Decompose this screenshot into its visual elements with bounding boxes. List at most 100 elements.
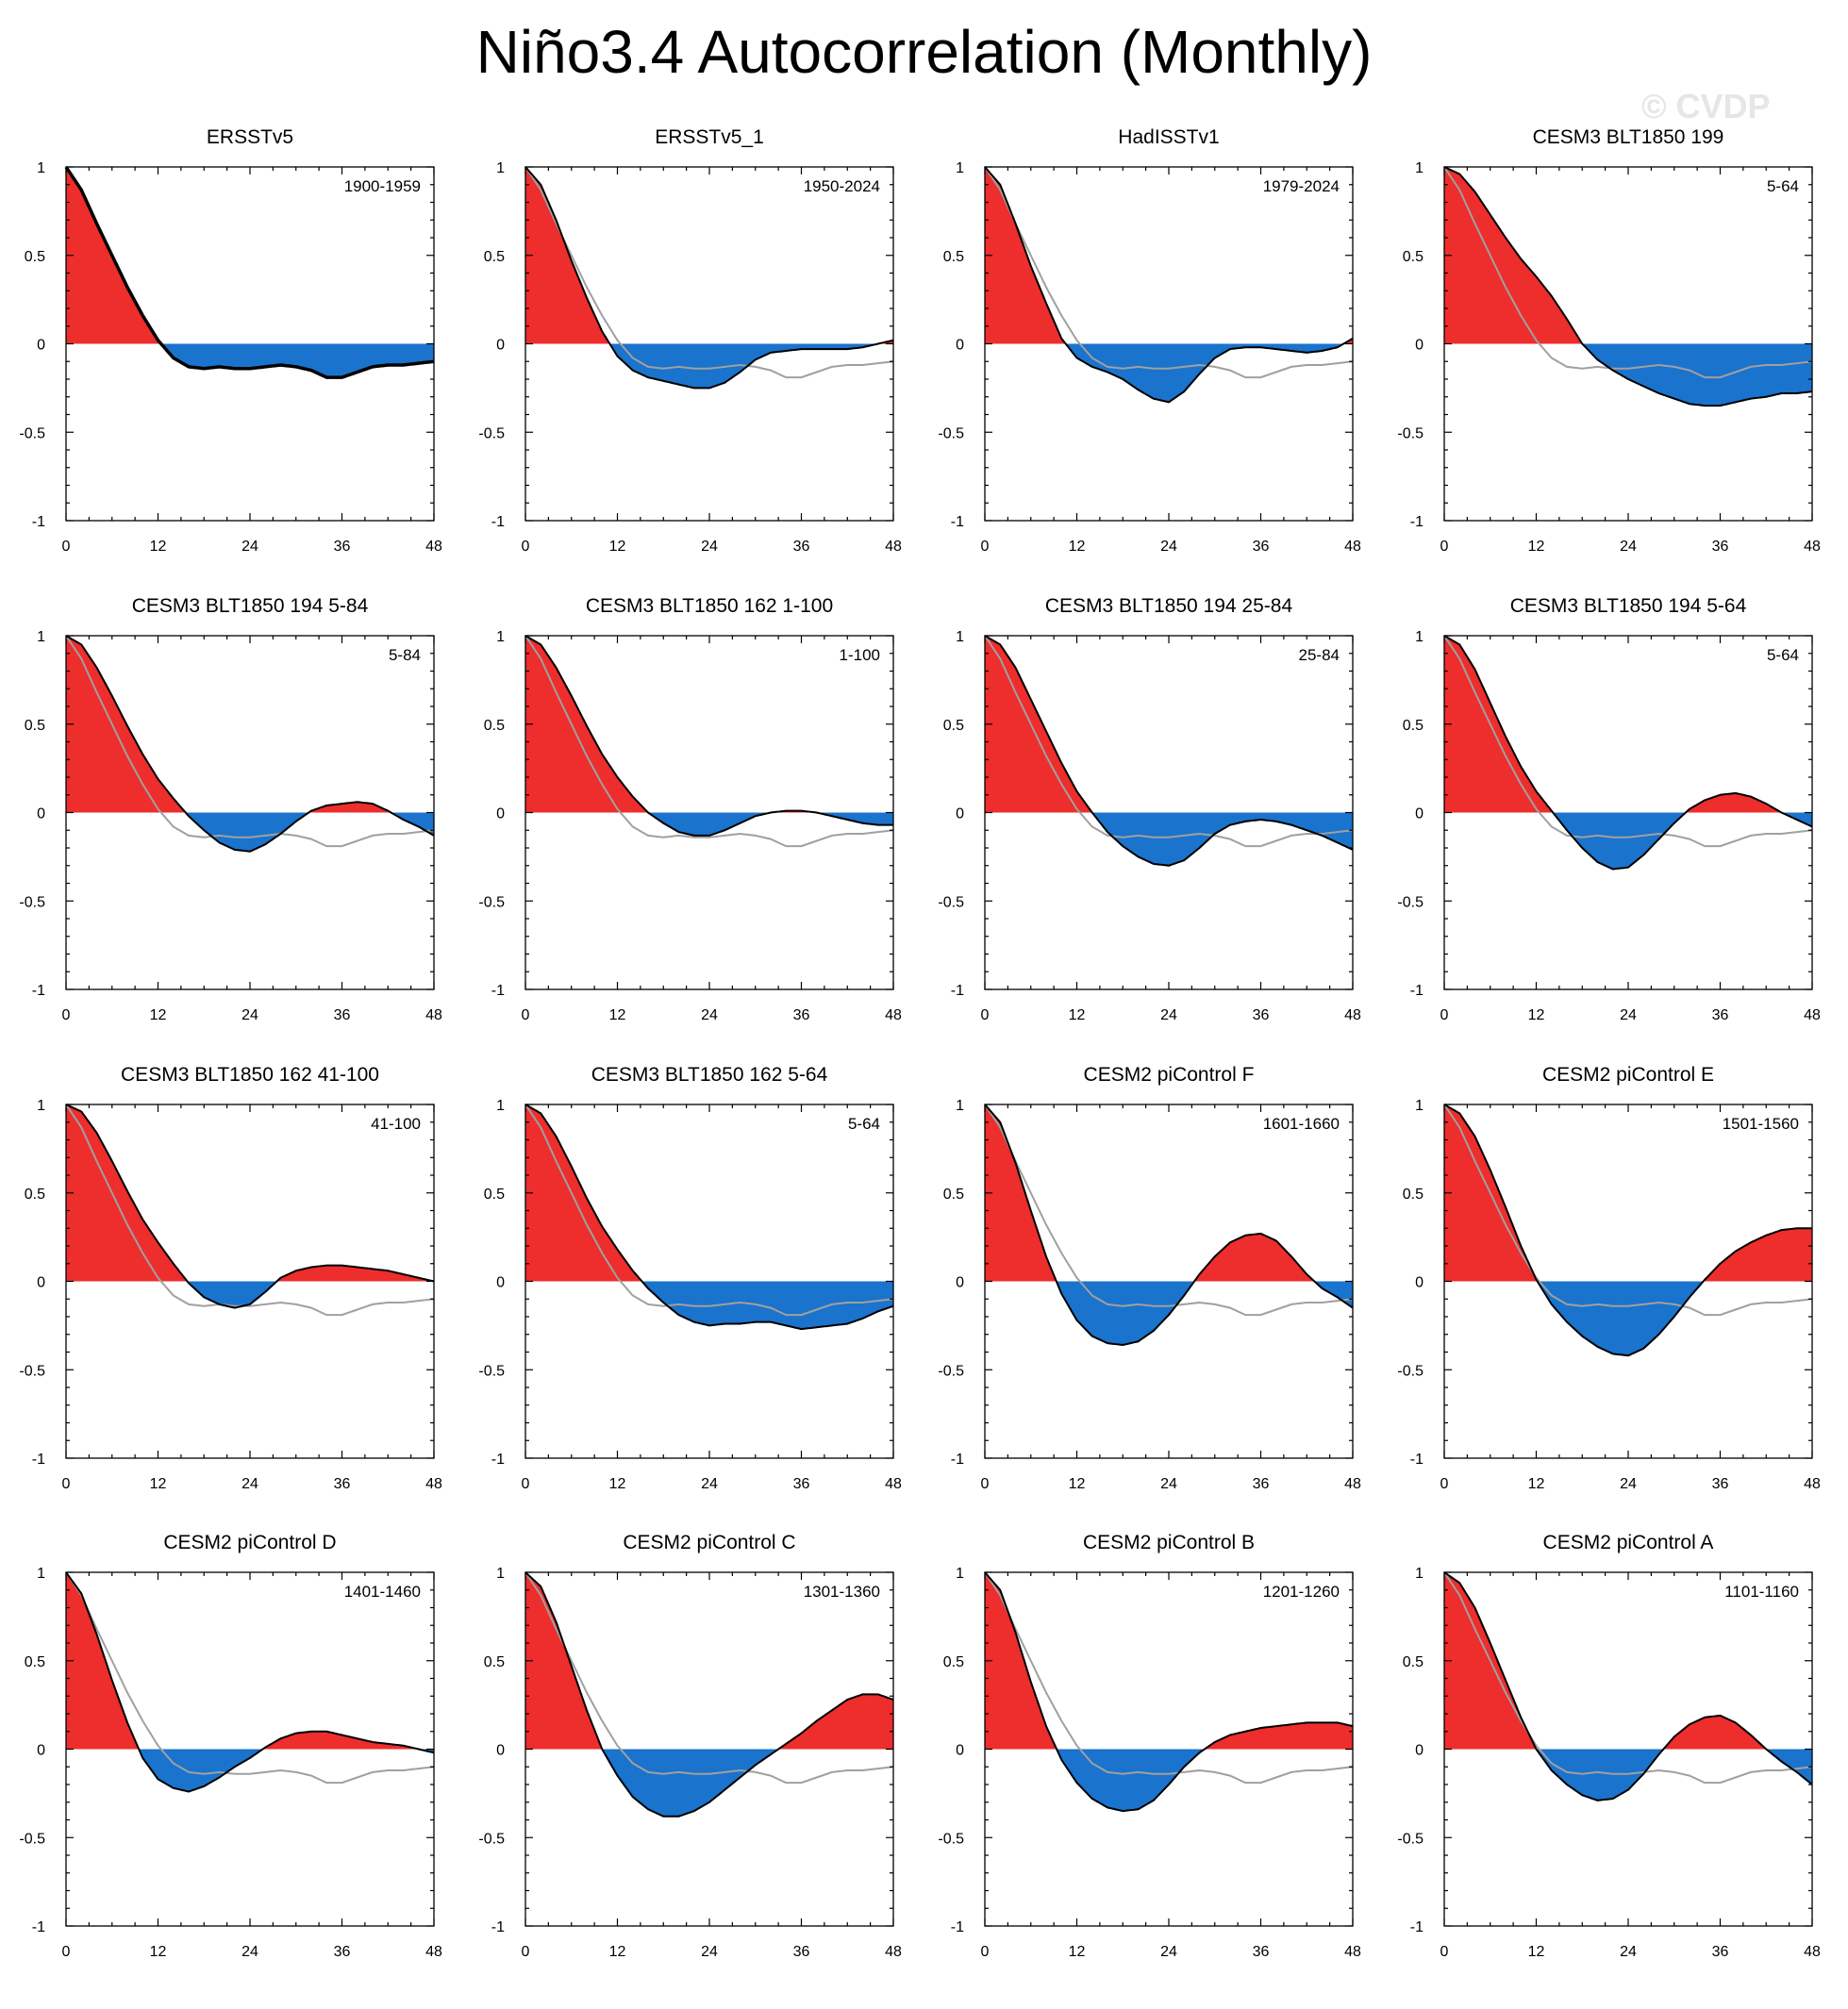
panel-title: CESM3 BLT1850 162 5-64: [591, 1064, 828, 1086]
panel-16: 0 12 24 36 48 1 0.5 0 -0.5 -1 CESM2 piControl A 110…: [1397, 1532, 1821, 1960]
panel-period: 1601-1660: [1263, 1115, 1340, 1133]
y-tick-label: 1: [1415, 629, 1423, 645]
reference-line: [1443, 1104, 1813, 1317]
y-tick-label: 0.5: [25, 249, 45, 265]
x-tick-label: 48: [425, 539, 442, 555]
y-tick-label: 1: [956, 1098, 964, 1114]
x-tick-label: 24: [241, 539, 258, 555]
y-tick-label: -1: [951, 1919, 964, 1935]
panel-period: 1900-1959: [344, 177, 421, 195]
panel-11: 0 12 24 36 48 1 0.5 0 -0.5 -1 CESM2 piControl F 160…: [938, 1064, 1361, 1492]
x-tick-label: 48: [1344, 1007, 1361, 1023]
series-line: [1443, 166, 1813, 407]
panel-14: 0 12 24 36 48 1 0.5 0 -0.5 -1 CESM2 piControl C 130…: [478, 1532, 902, 1960]
y-tick-label: -1: [1410, 1919, 1423, 1935]
panel-title: CESM2 piControl A: [1543, 1532, 1714, 1553]
x-tick-label: 36: [793, 1476, 810, 1492]
panel-period: 1979-2024: [1263, 177, 1340, 195]
positive-fill: [525, 636, 893, 813]
y-tick-label: 0: [496, 338, 505, 354]
y-tick-label: 0.5: [1403, 1654, 1423, 1670]
x-tick-label: 48: [1344, 539, 1361, 555]
x-tick-label: 0: [522, 539, 530, 555]
panel-4: 0 12 24 36 48 1 0.5 0 -0.5 -1 CESM3 BLT1850 199 5-6…: [1397, 126, 1821, 555]
x-tick-label: 48: [885, 1007, 902, 1023]
y-tick-label: -0.5: [1397, 894, 1423, 910]
positive-fill: [985, 1572, 1353, 1750]
positive-fill: [66, 1572, 434, 1750]
panel-period: 5-64: [1767, 646, 1799, 664]
x-tick-label: 24: [701, 1476, 718, 1492]
series-line: [984, 1571, 1354, 1813]
x-tick-label: 12: [609, 1007, 626, 1023]
x-tick-label: 0: [62, 539, 71, 555]
negative-fill: [985, 812, 1353, 866]
x-tick-label: 48: [885, 1944, 902, 1960]
y-tick-label: 0: [1415, 338, 1423, 354]
panel-2: 0 12 24 36 48 1 0.5 0 -0.5 -1 ERSSTv5_1 1950-2024: [478, 126, 902, 555]
panel-period: 5-64: [848, 1115, 880, 1133]
y-tick-label: -0.5: [478, 1831, 505, 1847]
panel-title: CESM2 piControl E: [1542, 1064, 1714, 1086]
panel-period: 41-100: [371, 1115, 421, 1133]
y-tick-label: 1: [37, 1098, 45, 1114]
x-tick-label: 36: [1712, 539, 1729, 555]
y-tick-label: -0.5: [19, 894, 45, 910]
x-tick-label: 12: [609, 539, 626, 555]
reference-line: [65, 1104, 435, 1317]
x-tick-label: 12: [1069, 1476, 1086, 1492]
y-tick-label: 0.5: [943, 1187, 964, 1203]
positive-fill: [985, 636, 1353, 813]
y-tick-label: 0: [37, 338, 45, 354]
x-tick-label: 36: [1712, 1007, 1729, 1023]
x-tick-label: 36: [793, 1944, 810, 1960]
y-tick-label: -1: [32, 1452, 45, 1468]
negative-fill: [66, 812, 434, 852]
positive-fill: [525, 1104, 893, 1282]
x-tick-label: 12: [1528, 1476, 1545, 1492]
y-tick-label: 0.5: [484, 249, 505, 265]
panel-title: CESM2 piControl F: [1084, 1064, 1255, 1086]
reference-line: [984, 166, 1354, 379]
reference-line: [65, 1571, 435, 1785]
y-tick-label: 1: [956, 1566, 964, 1582]
y-tick-label: -0.5: [478, 1363, 505, 1379]
x-tick-label: 36: [1253, 1007, 1270, 1023]
x-tick-label: 12: [150, 539, 167, 555]
negative-fill: [66, 343, 434, 378]
panel-period: 25-84: [1299, 646, 1340, 664]
x-tick-label: 36: [1253, 539, 1270, 555]
page-title: Niño3.4 Autocorrelation (Monthly): [475, 18, 1373, 86]
x-tick-label: 24: [701, 539, 718, 555]
x-tick-label: 24: [1620, 1007, 1637, 1023]
series-line: [984, 1104, 1354, 1346]
panel-period: 1301-1360: [804, 1583, 880, 1601]
y-tick-label: -0.5: [19, 425, 45, 441]
negative-fill: [985, 1749, 1353, 1812]
y-tick-label: -0.5: [1397, 1363, 1423, 1379]
y-tick-label: -1: [491, 514, 505, 530]
y-tick-label: 0.5: [25, 1654, 45, 1670]
positive-fill: [985, 167, 1353, 344]
y-tick-label: 0: [496, 1275, 505, 1291]
x-tick-label: 24: [241, 1007, 258, 1023]
panel-title: CESM3 BLT1850 194 25-84: [1045, 595, 1293, 617]
panel-title: CESM2 piControl C: [623, 1532, 795, 1553]
x-tick-label: 24: [1160, 1007, 1177, 1023]
x-tick-label: 12: [1069, 1944, 1086, 1960]
x-tick-label: 48: [425, 1944, 442, 1960]
x-tick-label: 48: [1344, 1476, 1361, 1492]
panel-9: 0 12 24 36 48 1 0.5 0 -0.5 -1 CESM3 BLT1850 162 41…: [19, 1064, 442, 1492]
reference-line: [524, 1104, 894, 1317]
panel-title: ERSSTv5: [207, 126, 293, 148]
x-tick-label: 12: [609, 1944, 626, 1960]
y-tick-label: 0: [956, 1743, 964, 1759]
y-tick-label: -0.5: [478, 894, 505, 910]
x-tick-label: 0: [981, 539, 990, 555]
panel-title: ERSSTv5_1: [655, 126, 764, 148]
x-tick-label: 0: [1440, 1007, 1449, 1023]
negative-fill: [66, 1281, 434, 1308]
positive-fill: [1444, 167, 1812, 344]
panel-title: CESM3 BLT1850 162 41-100: [121, 1064, 379, 1086]
